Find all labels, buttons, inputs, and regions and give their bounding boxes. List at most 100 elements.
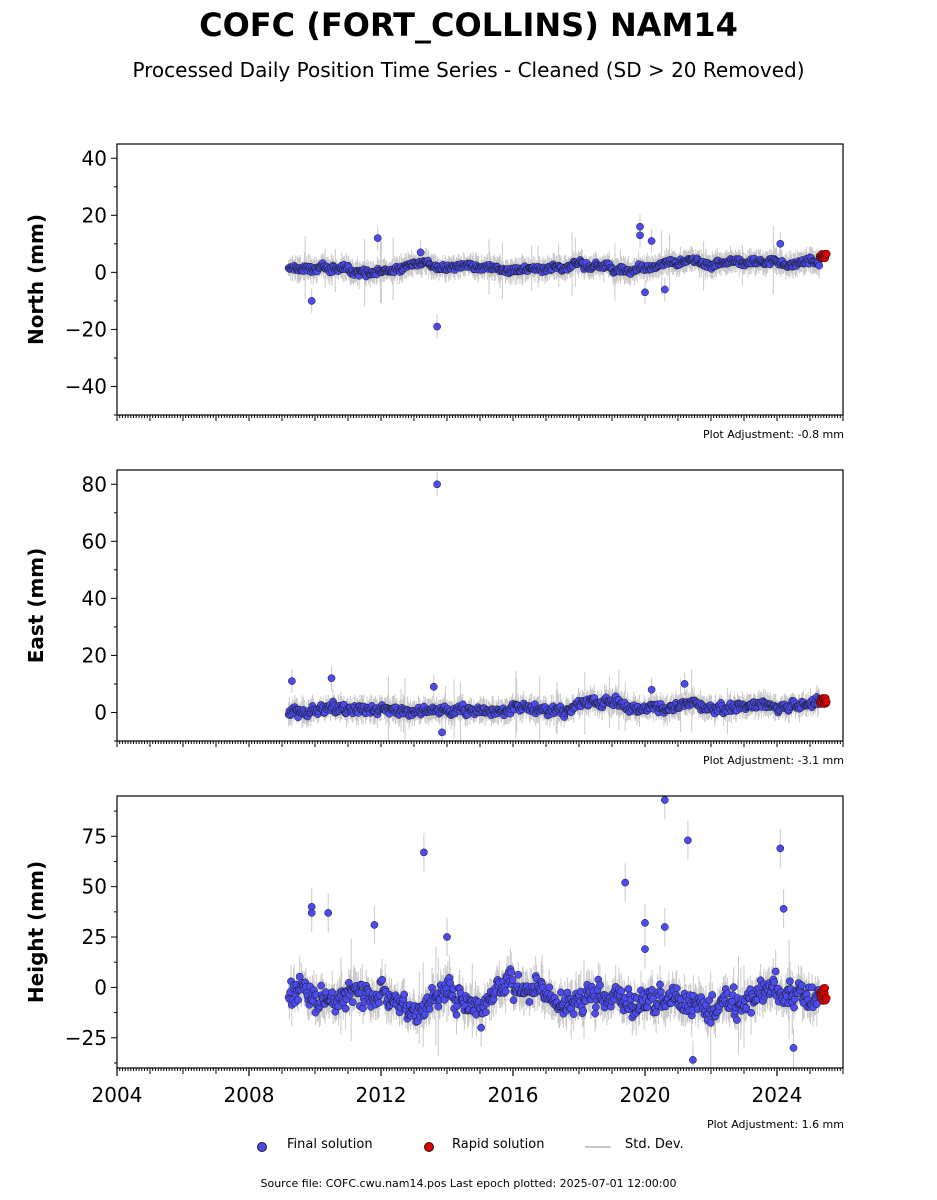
final-point (592, 1003, 600, 1012)
y-axis-label: Height (mm) (24, 861, 48, 1003)
final-point-outlier (307, 297, 316, 305)
final-point (579, 1007, 588, 1015)
y-tick-label: 40 (82, 146, 107, 170)
final-point (507, 968, 516, 977)
height-plot-adjustment: Plot Adjustment: 1.6 mm (706, 1118, 844, 1131)
final-point-outlier (373, 234, 382, 242)
y-tick-label: 0 (94, 975, 107, 999)
x-axis (116, 415, 844, 421)
y-tick-label: 60 (82, 529, 107, 553)
final-solution-points (284, 796, 824, 1064)
final-point (375, 998, 383, 1007)
rapid-point (822, 994, 831, 1003)
final-point (770, 978, 778, 987)
final-point (508, 976, 517, 984)
y-tick-label: −40 (65, 374, 107, 398)
y-tick-label: 40 (82, 586, 107, 610)
y-tick-label: 25 (82, 925, 107, 949)
x-tick-label: 2024 (752, 1083, 803, 1107)
final-point (747, 1008, 755, 1017)
final-point (569, 1010, 578, 1018)
y-axis-label: North (mm) (24, 214, 48, 345)
final-point (477, 1023, 485, 1032)
rapid-solution-points (815, 694, 831, 708)
x-tick-label: 2008 (224, 1083, 275, 1107)
x-ticks (116, 415, 844, 421)
y-tick-label: 50 (82, 875, 107, 899)
rapid-point (822, 249, 831, 258)
east-plot-adjustment: Plot Adjustment: -3.1 mm (703, 754, 844, 767)
final-point-outlier (684, 836, 692, 845)
final-point (294, 996, 302, 1004)
final-point-outlier (327, 674, 336, 683)
final-point-outlier (789, 1044, 798, 1052)
y-tick-label: −20 (65, 317, 107, 341)
final-point (328, 988, 337, 997)
final-point (509, 996, 518, 1004)
x-ticks (116, 1068, 844, 1074)
final-point (501, 987, 510, 996)
north-plot-adjustment: Plot Adjustment: -0.8 mm (703, 428, 844, 441)
final-point-outlier (370, 921, 379, 929)
legend-final-label: Final solution (287, 1137, 373, 1152)
final-point-outlier (641, 945, 649, 953)
final-point-outlier (324, 909, 333, 917)
panel-east: 0 20 40 60 80 East (mm) (24, 469, 844, 747)
final-point-outlier (429, 682, 438, 691)
final-point (341, 1004, 350, 1013)
y-tick-label: −25 (65, 1026, 107, 1050)
rapid-solution-points (815, 249, 831, 263)
final-point (434, 1002, 443, 1011)
final-point (596, 981, 604, 989)
final-point-outlier (307, 909, 316, 917)
final-point-outlier (680, 680, 689, 688)
final-point (317, 981, 325, 990)
final-point (452, 1010, 461, 1019)
y-axis: −25 0 25 50 75 Height (mm) (24, 810, 117, 1064)
final-point-outlier (641, 288, 649, 297)
final-point-outlier (433, 322, 441, 331)
rapid-point (820, 984, 830, 993)
y-axis: 0 20 40 60 80 East (mm) (24, 472, 117, 742)
x-tick-label: 2004 (92, 1083, 143, 1107)
final-point (742, 1003, 751, 1012)
final-point-outlier (660, 796, 669, 804)
final-point-outlier (438, 728, 446, 737)
plot-area (284, 214, 831, 339)
final-point-outlier (636, 231, 644, 240)
final-point (425, 1005, 434, 1013)
chart-subtitle: Processed Daily Position Time Series - C… (132, 58, 805, 82)
final-point (643, 1003, 652, 1012)
final-solution-points (284, 222, 824, 331)
final-point (378, 975, 386, 984)
x-axis: 2004 2008 2012 2016 2020 2024 (92, 1068, 844, 1107)
panel-height: −25 0 25 50 75 Height (mm) 2004 2008 2012 2016 202… (24, 795, 844, 1107)
rapid-point (822, 697, 831, 706)
final-point (624, 985, 633, 993)
legend-rapid-label: Rapid solution (452, 1137, 545, 1152)
x-axis (116, 741, 844, 747)
final-solution-points (284, 480, 824, 737)
x-ticks (116, 741, 844, 747)
y-tick-label: 80 (82, 472, 107, 496)
y-tick-label: 20 (82, 643, 107, 667)
chart-title: COFC (FORT_COLLINS) NAM14 (199, 6, 738, 44)
final-point-outlier (641, 919, 649, 927)
final-point (348, 998, 357, 1007)
final-point (708, 991, 717, 999)
final-point (652, 1008, 660, 1017)
final-point-outlier (776, 844, 785, 853)
final-point-outlier (689, 1056, 697, 1064)
stddev-line-icon (585, 1146, 611, 1148)
x-tick-label: 2020 (620, 1083, 671, 1107)
final-point-outlier (647, 685, 656, 694)
final-point-outlier (621, 878, 630, 887)
final-point-outlier (443, 933, 451, 941)
final-point (797, 981, 806, 990)
final-point (815, 261, 824, 270)
panel-north: −40 −20 0 20 40 North (mm) (24, 143, 844, 421)
y-tick-label: 0 (94, 260, 107, 284)
final-point-outlier (288, 677, 296, 685)
source-footer: Source file: COFC.cwu.nam14.pos Last epo… (260, 1177, 677, 1190)
